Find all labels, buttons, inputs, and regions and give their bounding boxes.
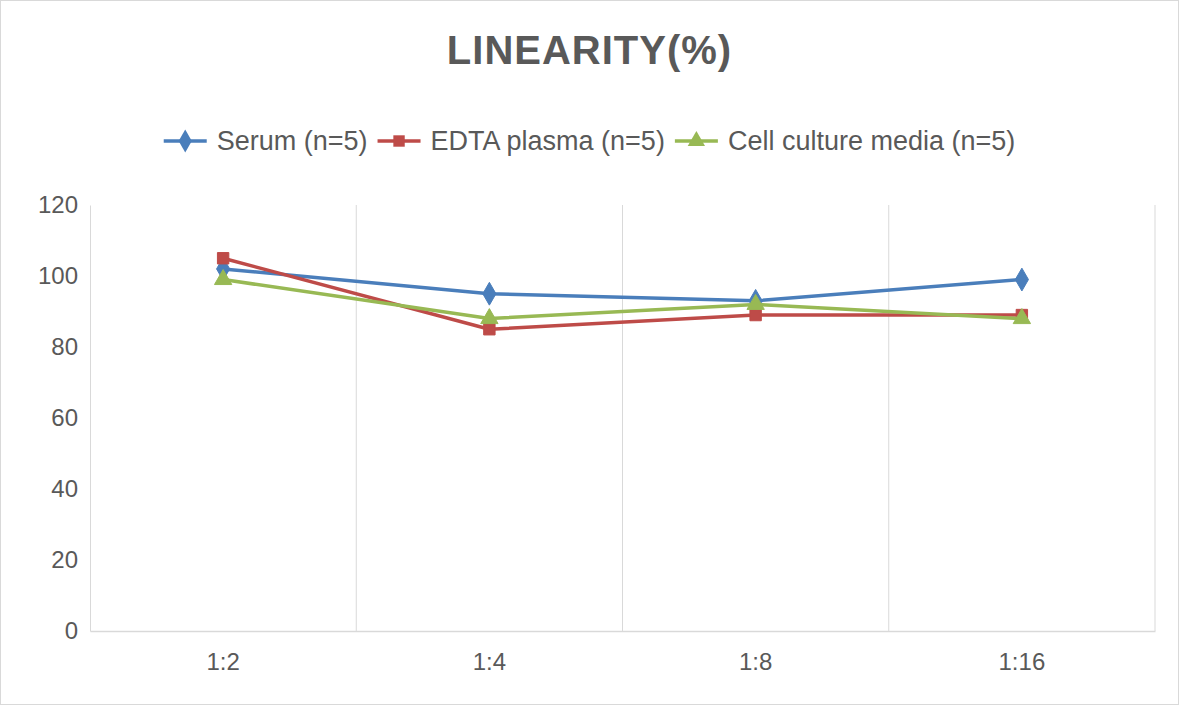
y-tick: 20	[51, 546, 90, 573]
legend: Serum (n=5) EDTA plasma (n=5) Cell culture…	[164, 126, 1016, 156]
x-tick-label: 1:2	[206, 648, 239, 675]
x-tick: 1:2	[206, 631, 239, 675]
legend-marker	[393, 135, 404, 146]
grid-line	[622, 205, 623, 631]
x-tick-label: 1:16	[999, 648, 1046, 675]
legend-label: EDTA plasma (n=5)	[431, 126, 665, 156]
y-tick-label: 20	[51, 546, 78, 573]
series-line	[223, 258, 1022, 329]
y-tick-label: 80	[51, 333, 78, 360]
grid-line	[888, 205, 889, 631]
grid	[356, 205, 1155, 631]
series-marker	[214, 270, 231, 285]
x-axis-line	[91, 631, 1156, 633]
series-marker	[484, 324, 495, 335]
legend-item: EDTA plasma (n=5)	[378, 126, 665, 156]
y-tick-label: 40	[51, 475, 78, 502]
x-tick-label: 1:8	[739, 648, 772, 675]
series	[217, 253, 1027, 335]
y-tick: 0	[65, 617, 90, 644]
y-tick: 40	[51, 475, 90, 502]
series-marker	[750, 309, 761, 320]
legend-marker	[688, 131, 705, 146]
series	[217, 258, 1029, 313]
y-tick: 100	[38, 262, 90, 289]
legend-marker	[179, 130, 192, 153]
chart: LINEARITY(%) 0 20 40 60 80 100 120 1:2 1:4 1:8 1:16…	[0, 0, 1179, 705]
grid-line	[356, 205, 357, 631]
y-axis-line	[90, 206, 91, 632]
series-marker	[1013, 309, 1030, 324]
x-tick-label: 1:4	[473, 648, 506, 675]
y-tick-label: 0	[65, 617, 78, 644]
y-tick-label: 100	[38, 262, 78, 289]
series-marker	[481, 309, 498, 324]
y-tick-label: 120	[38, 191, 78, 218]
chart-frame	[1, 1, 1179, 705]
y-tick: 80	[51, 333, 90, 360]
x-tick: 1:4	[473, 631, 506, 675]
series	[214, 270, 1030, 324]
x-tick: 1:16	[999, 631, 1046, 675]
series-marker	[483, 282, 496, 305]
legend-item: Cell culture media (n=5)	[675, 126, 1015, 156]
y-tick: 60	[51, 404, 90, 431]
grid-line	[1155, 205, 1156, 631]
x-tick: 1:8	[739, 631, 772, 675]
legend-item: Serum (n=5)	[164, 126, 368, 156]
series-line	[223, 280, 1022, 319]
series-marker	[1015, 268, 1028, 291]
legend-label: Serum (n=5)	[217, 126, 368, 156]
series-marker	[217, 253, 228, 264]
x-axis: 1:2 1:4 1:8 1:16	[91, 631, 1156, 675]
legend-label: Cell culture media (n=5)	[728, 126, 1015, 156]
y-tick: 120	[38, 191, 90, 218]
y-tick-label: 60	[51, 404, 78, 431]
plot-area	[214, 253, 1030, 335]
title: LINEARITY(%)	[447, 28, 732, 72]
y-axis: 0 20 40 60 80 100 120	[38, 191, 91, 644]
series-marker	[747, 294, 764, 309]
